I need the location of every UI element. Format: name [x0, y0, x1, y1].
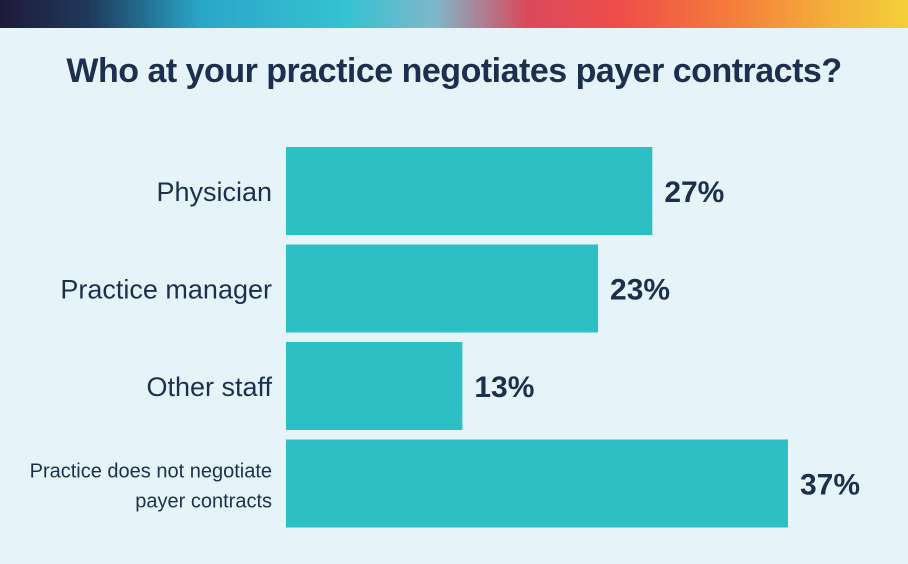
category-label-1: Practice manager	[60, 275, 272, 305]
chart-title: Who at your practice negotiates payer co…	[66, 52, 842, 90]
category-label-line: Practice does not negotiate	[30, 461, 272, 483]
bar-1	[286, 244, 599, 333]
category-label-3: Practice does not negotiate payer contrac…	[30, 461, 272, 513]
category-label-line: payer contracts	[135, 491, 272, 513]
header-gradient-bar	[0, 0, 908, 28]
value-label-0: 27%	[664, 176, 724, 209]
value-label-3: 37%	[800, 469, 860, 502]
value-label-2: 13%	[474, 371, 534, 404]
category-label-2: Other staff	[146, 372, 272, 402]
bar-2	[286, 342, 463, 430]
category-label-0: Physician	[156, 177, 272, 207]
bar-3	[286, 439, 788, 528]
bar-0	[286, 147, 653, 235]
value-label-1: 23%	[610, 274, 670, 307]
